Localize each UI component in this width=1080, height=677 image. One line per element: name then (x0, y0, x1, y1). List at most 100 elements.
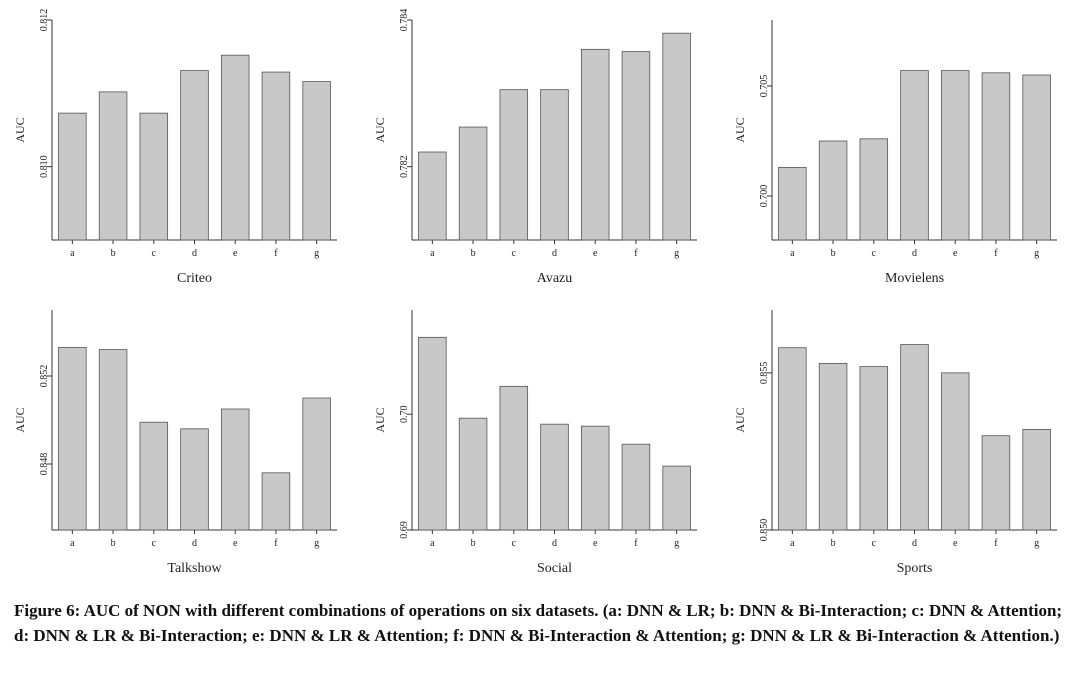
x-tick-label: g (1034, 538, 1039, 549)
x-tick-label: c (872, 248, 877, 259)
x-tick-label: c (512, 248, 517, 259)
bar (818, 140, 848, 241)
x-tick-label: c (152, 538, 157, 549)
bar (261, 71, 291, 241)
x-tick-label: e (953, 248, 958, 259)
x-tick-label: a (790, 538, 795, 549)
x-tick-label: c (152, 248, 157, 259)
x-tick-label: d (912, 248, 917, 259)
x-axis-label: Avazu (537, 271, 573, 286)
x-axis-label: Criteo (177, 271, 212, 286)
bar (580, 425, 610, 531)
x-tick-label: d (912, 538, 917, 549)
bar (220, 54, 250, 241)
bar (98, 91, 128, 241)
bar (458, 417, 488, 531)
bar (1022, 429, 1051, 531)
bar (180, 428, 209, 531)
y-axis-label: AUC (13, 407, 27, 432)
y-tick-label: 0.810 (39, 155, 50, 178)
bar (58, 346, 87, 531)
y-tick-label: 0.69 (399, 521, 410, 539)
x-tick-label: f (274, 248, 278, 259)
x-tick-label: g (674, 248, 679, 259)
x-tick-label: a (70, 538, 75, 549)
x-tick-label: e (233, 248, 238, 259)
bar (499, 385, 529, 531)
x-tick-label: a (430, 248, 435, 259)
caption: Figure 6: AUC of NON with different comb… (14, 601, 1063, 645)
y-tick-label: 0.850 (759, 519, 770, 542)
bar (58, 112, 87, 241)
y-axis-label: AUC (733, 117, 747, 142)
bar (139, 112, 169, 241)
bar (778, 347, 807, 531)
bar (621, 443, 651, 531)
x-tick-label: b (111, 248, 116, 259)
bar (662, 465, 691, 531)
x-tick-label: c (872, 538, 877, 549)
y-axis-label: AUC (373, 407, 387, 432)
x-tick-label: e (953, 538, 958, 549)
x-tick-label: d (192, 248, 197, 259)
x-tick-label: b (471, 248, 476, 259)
x-axis-label: Sports (897, 561, 933, 576)
x-tick-label: g (1034, 248, 1039, 259)
x-tick-label: b (831, 538, 836, 549)
x-tick-label: d (192, 538, 197, 549)
x-tick-label: f (274, 538, 278, 549)
bar (900, 344, 929, 531)
bar (621, 51, 651, 241)
y-tick-label: 0.852 (39, 365, 50, 388)
x-tick-label: f (634, 538, 638, 549)
bar (261, 472, 291, 531)
x-axis-label: Movielens (885, 271, 944, 286)
y-tick-label: 0.848 (39, 453, 50, 476)
y-tick-label: 0.784 (399, 9, 410, 32)
bar (540, 89, 569, 241)
bar (139, 421, 169, 531)
bar (98, 349, 128, 531)
x-tick-label: a (430, 538, 435, 549)
x-axis-label: Talkshow (167, 561, 222, 576)
x-tick-label: g (314, 248, 319, 259)
x-tick-label: e (593, 248, 598, 259)
y-tick-label: 0.812 (39, 9, 50, 32)
y-tick-label: 0.855 (759, 362, 770, 385)
x-tick-label: e (593, 538, 598, 549)
bar (220, 408, 250, 531)
bar (981, 72, 1011, 241)
bar (418, 336, 447, 531)
bar (1022, 74, 1051, 241)
bar (818, 363, 848, 531)
bar (580, 48, 610, 241)
x-tick-label: a (70, 248, 75, 259)
bar (859, 138, 889, 241)
bar (540, 423, 569, 531)
y-tick-label: 0.700 (759, 185, 770, 208)
y-axis-label: AUC (373, 117, 387, 142)
x-tick-label: b (111, 538, 116, 549)
bar (940, 70, 970, 241)
x-tick-label: e (233, 538, 238, 549)
x-tick-label: g (674, 538, 679, 549)
x-tick-label: f (994, 538, 998, 549)
bar (180, 70, 209, 241)
x-axis-label: Social (537, 561, 572, 576)
bar (940, 372, 970, 531)
bar (900, 70, 929, 241)
bar (981, 435, 1011, 531)
x-tick-label: g (314, 538, 319, 549)
bar (302, 397, 331, 531)
x-tick-label: d (552, 248, 557, 259)
x-tick-label: f (634, 248, 638, 259)
y-tick-label: 0.70 (399, 405, 410, 423)
x-tick-label: d (552, 538, 557, 549)
y-axis-label: AUC (13, 117, 27, 142)
x-tick-label: b (471, 538, 476, 549)
bar (302, 81, 331, 241)
y-tick-label: 0.705 (759, 75, 770, 98)
bar (458, 126, 488, 241)
bar (418, 151, 447, 241)
